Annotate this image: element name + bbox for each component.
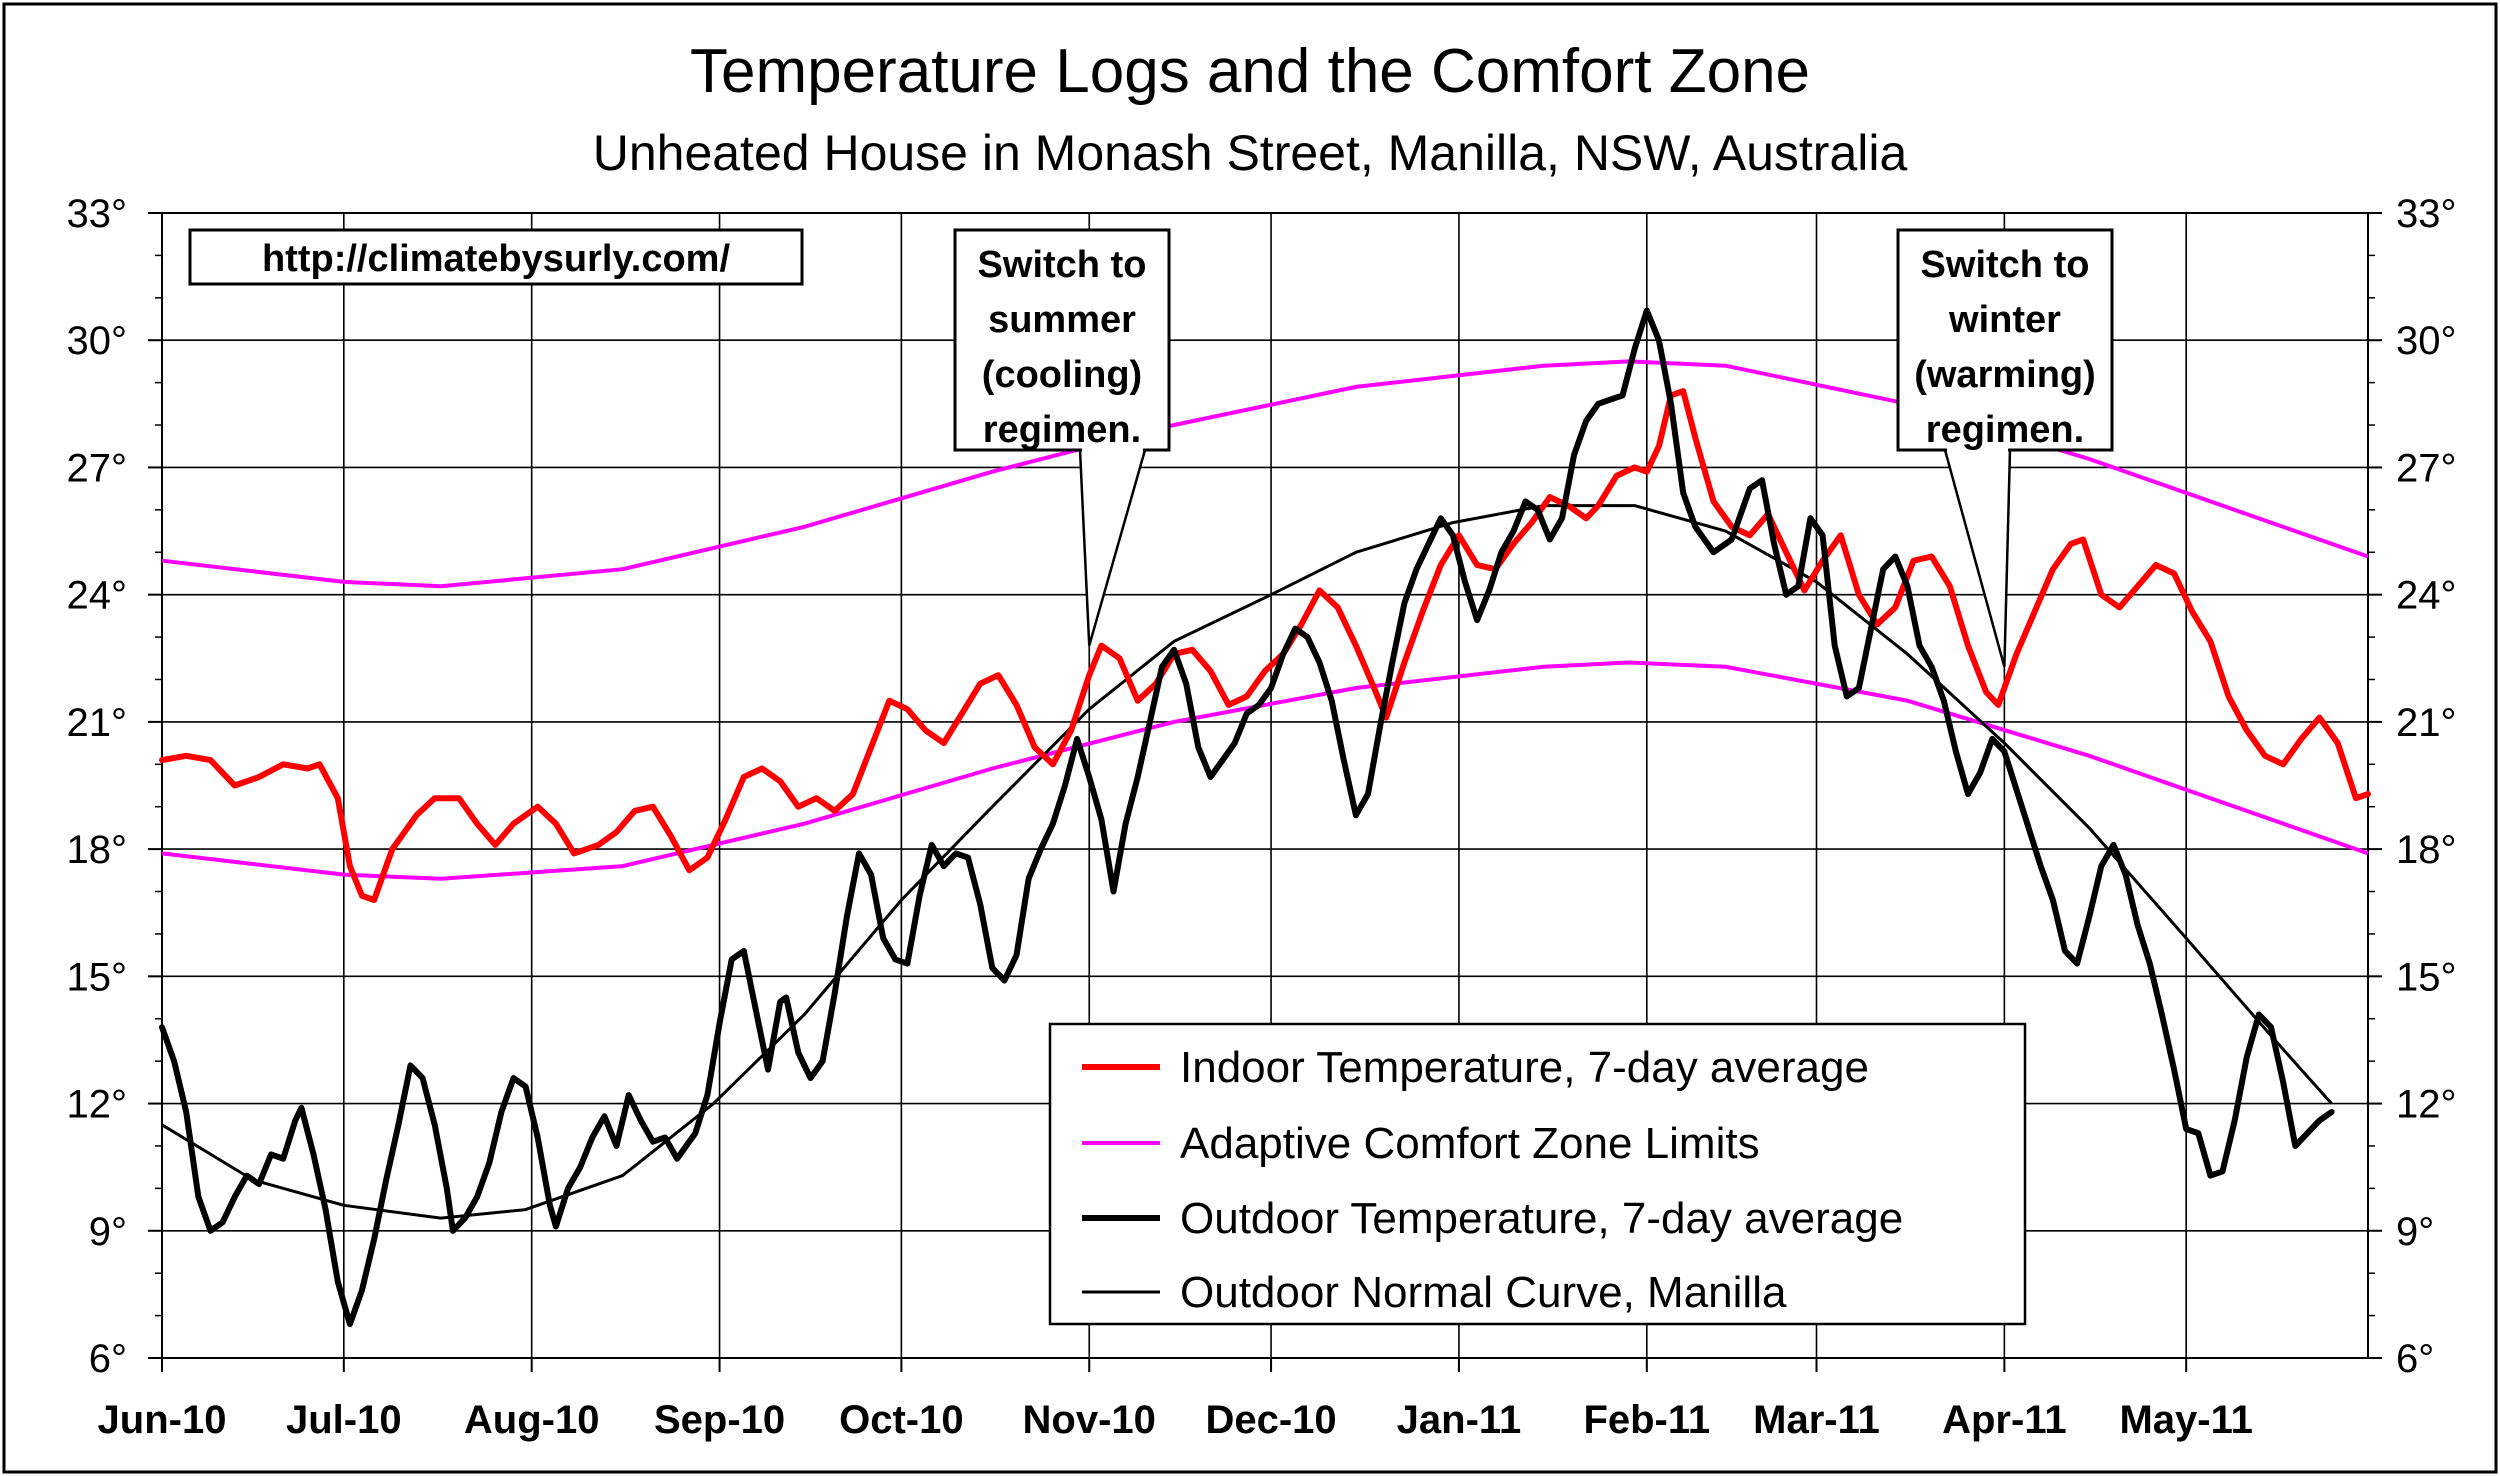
x-tick-label: Dec-10 [1205, 1398, 1336, 1442]
y-tick-label-left: 6° [89, 1337, 127, 1381]
x-tick-label: Aug-10 [464, 1398, 600, 1442]
annotation-text-line: Switch to [978, 244, 1147, 286]
y-tick-label-left: 30° [67, 319, 128, 363]
y-tick-label-right: 27° [2396, 446, 2457, 490]
y-tick-label-left: 27° [67, 446, 128, 490]
y-tick-label-right: 21° [2396, 701, 2457, 745]
x-tick-label: Feb-11 [1583, 1398, 1710, 1442]
annotation-summer-switch: Switch to summer (cooling) regimen. [953, 228, 1171, 646]
x-tick-label: Mar-11 [1753, 1398, 1880, 1442]
y-tick-label-right: 6° [2396, 1337, 2434, 1381]
annotation-pointer [1078, 449, 1147, 646]
x-tick-label: Nov-10 [1023, 1398, 1156, 1442]
x-tick-label: May-11 [2119, 1398, 2252, 1442]
annotation-text-line: regimen. [1926, 409, 2084, 451]
y-tick-label-right: 30° [2396, 319, 2457, 363]
url-label[interactable]: http://climatebysurly.com/ [262, 238, 731, 280]
legend-item-normal: Outdoor Normal Curve, Manilla [1082, 1268, 1787, 1317]
x-tick-label: Jun-10 [98, 1398, 227, 1442]
y-tick-label-right: 24° [2396, 574, 2457, 618]
y-tick-label-right: 12° [2396, 1083, 2457, 1127]
legend-item-outdoor: Outdoor Temperature, 7-day average [1082, 1194, 1903, 1243]
annotation-box [953, 228, 1171, 452]
annotation-text-line: (cooling) [982, 354, 1142, 396]
y-tick-label-left: 21° [67, 701, 128, 745]
y-tick-label-left: 33° [67, 192, 128, 236]
x-tick-label: Sep-10 [654, 1398, 785, 1442]
y-tick-label-right: 9° [2396, 1210, 2434, 1254]
annotation-text-line: (warming) [1914, 354, 2096, 396]
y-tick-label-right: 15° [2396, 955, 2457, 999]
axis-layer: 6° 6° 9° 9° 12° 12° 15° 15° 18° 18° 21° 21° 24° 24° 27… [67, 192, 2457, 1442]
y-tick-label-left: 12° [67, 1083, 128, 1127]
legend-item-comfort: Adaptive Comfort Zone Limits [1082, 1119, 1760, 1168]
comfort-zone-lower-line [161, 660, 2369, 881]
legend-label-outdoor: Outdoor Temperature, 7-day average [1180, 1194, 1903, 1243]
legend-item-indoor: Indoor Temperature, 7-day average [1082, 1043, 1869, 1092]
y-tick-label-right: 33° [2396, 192, 2457, 236]
y-tick-label-left: 15° [67, 955, 128, 999]
y-tick-label-left: 9° [89, 1210, 127, 1254]
outdoor-normal-curve-line [161, 504, 2333, 1220]
legend-box [1048, 1022, 2027, 1326]
annotation-text-line: winter [1948, 299, 2061, 341]
annotation-text-line: regimen. [983, 409, 1141, 451]
chart-title: Temperature Logs and the Comfort Zone [690, 37, 1810, 106]
x-tick-label: Oct-10 [839, 1398, 964, 1442]
series-layer [159, 307, 2371, 1328]
legend-label-comfort: Adaptive Comfort Zone Limits [1180, 1119, 1760, 1168]
outdoor-temperature-line [159, 307, 2335, 1328]
annotation-text-line: Switch to [1921, 244, 2090, 286]
legend: Indoor Temperature, 7-day average Adapti… [1048, 1022, 2027, 1326]
annotation-winter-switch: Switch to winter (warming) regimen. [1896, 228, 2114, 668]
legend-label-indoor: Indoor Temperature, 7-day average [1180, 1043, 1869, 1092]
chart-subtitle: Unheated House in Monash Street, Manilla… [593, 125, 1908, 181]
x-tick-label: Jan-11 [1397, 1398, 1522, 1442]
y-tick-label-left: 18° [67, 828, 128, 872]
indoor-temperature-line [159, 388, 2371, 903]
url-box[interactable]: http://climatebysurly.com/ [188, 228, 804, 286]
annotation-pointer [1943, 449, 2012, 668]
annotation-text-line: summer [988, 299, 1136, 341]
plot-area [161, 212, 2369, 1359]
y-tick-label-right: 18° [2396, 828, 2457, 872]
y-tick-label-left: 24° [67, 574, 128, 618]
annotation-box [1896, 228, 2114, 452]
x-tick-label: Apr-11 [1942, 1398, 2067, 1442]
x-tick-label: Jul-10 [286, 1398, 402, 1442]
legend-label-normal: Outdoor Normal Curve, Manilla [1180, 1268, 1787, 1317]
